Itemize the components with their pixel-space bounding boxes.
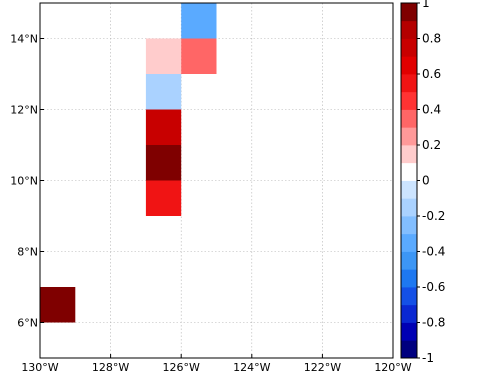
heatmap-cell <box>181 3 217 39</box>
colorbar-bin <box>401 56 417 75</box>
colorbar-tick-label: -0.6 <box>422 280 445 294</box>
heatmap-cell <box>145 109 182 145</box>
colorbar-bin <box>401 145 417 164</box>
colorbar-tick-label: -1 <box>422 351 434 365</box>
colorbar-bin <box>401 3 417 22</box>
colorbar-bin <box>401 287 417 306</box>
colorbar-bin <box>401 74 417 93</box>
colorbar-bin <box>401 109 417 128</box>
x-tick-label: 130°W <box>21 361 58 374</box>
heatmap-cell <box>145 180 182 216</box>
y-tick-label: 8°N <box>17 246 38 259</box>
grid-lines <box>39 3 394 358</box>
colorbar-tick-label: 0.6 <box>422 67 441 81</box>
heatmap-cell <box>181 38 217 74</box>
colorbar-bin <box>401 127 417 146</box>
x-tick-label: 122°W <box>304 361 341 374</box>
heatmap-cell <box>40 287 76 323</box>
colorbar-tick-label: 0.4 <box>422 103 441 117</box>
y-tick-label: 14°N <box>10 33 38 46</box>
x-tick-label: 120°W <box>374 361 411 374</box>
colorbar-bin <box>401 304 417 323</box>
colorbar-tick-label: 0.2 <box>422 138 441 152</box>
colorbar-tick-label: -0.8 <box>422 316 445 330</box>
x-tick-label: 124°W <box>233 361 270 374</box>
colorbar-tick-label: -0.2 <box>422 209 445 223</box>
y-tick-label: 10°N <box>10 175 38 188</box>
colorbar-bin <box>401 340 417 359</box>
heatmap-cell <box>145 74 182 110</box>
colorbar-bin <box>401 198 417 217</box>
colorbar-tick-label: 0.8 <box>422 32 441 46</box>
x-tick-label: 126°W <box>163 361 200 374</box>
colorbar: 1 0.8 0.6 0.4 0.2 0 -0.2 -0.4 -0.6 -0.8 -1 <box>400 0 445 365</box>
colorbar-bin <box>401 251 417 270</box>
y-axis: 6°N 8°N 10°N 12°N 14°N <box>10 33 44 330</box>
colorbar-tick-label: 0 <box>422 174 430 188</box>
colorbar-bin <box>401 233 417 252</box>
colorbar-bin <box>401 269 417 288</box>
y-tick-label: 12°N <box>10 104 38 117</box>
x-tick-label: 128°W <box>92 361 129 374</box>
colorbar-bin <box>401 38 417 57</box>
colorbar-bin <box>401 91 417 110</box>
y-tick-label: 6°N <box>17 317 38 330</box>
colorbar-bin <box>401 216 417 235</box>
colorbar-tick-label: 1 <box>422 0 430 10</box>
heatmap-cell <box>145 38 182 74</box>
colorbar-bin <box>401 20 417 39</box>
x-axis: 130°W 128°W 126°W 124°W 122°W 120°W <box>21 354 412 374</box>
heatmap-cell <box>145 145 182 181</box>
heatmap-cells <box>40 3 217 323</box>
colorbar-bin <box>401 162 417 181</box>
colorbar-tick-label: -0.4 <box>422 245 445 259</box>
colorbar-bin <box>401 180 417 199</box>
colorbar-bin <box>401 322 417 341</box>
